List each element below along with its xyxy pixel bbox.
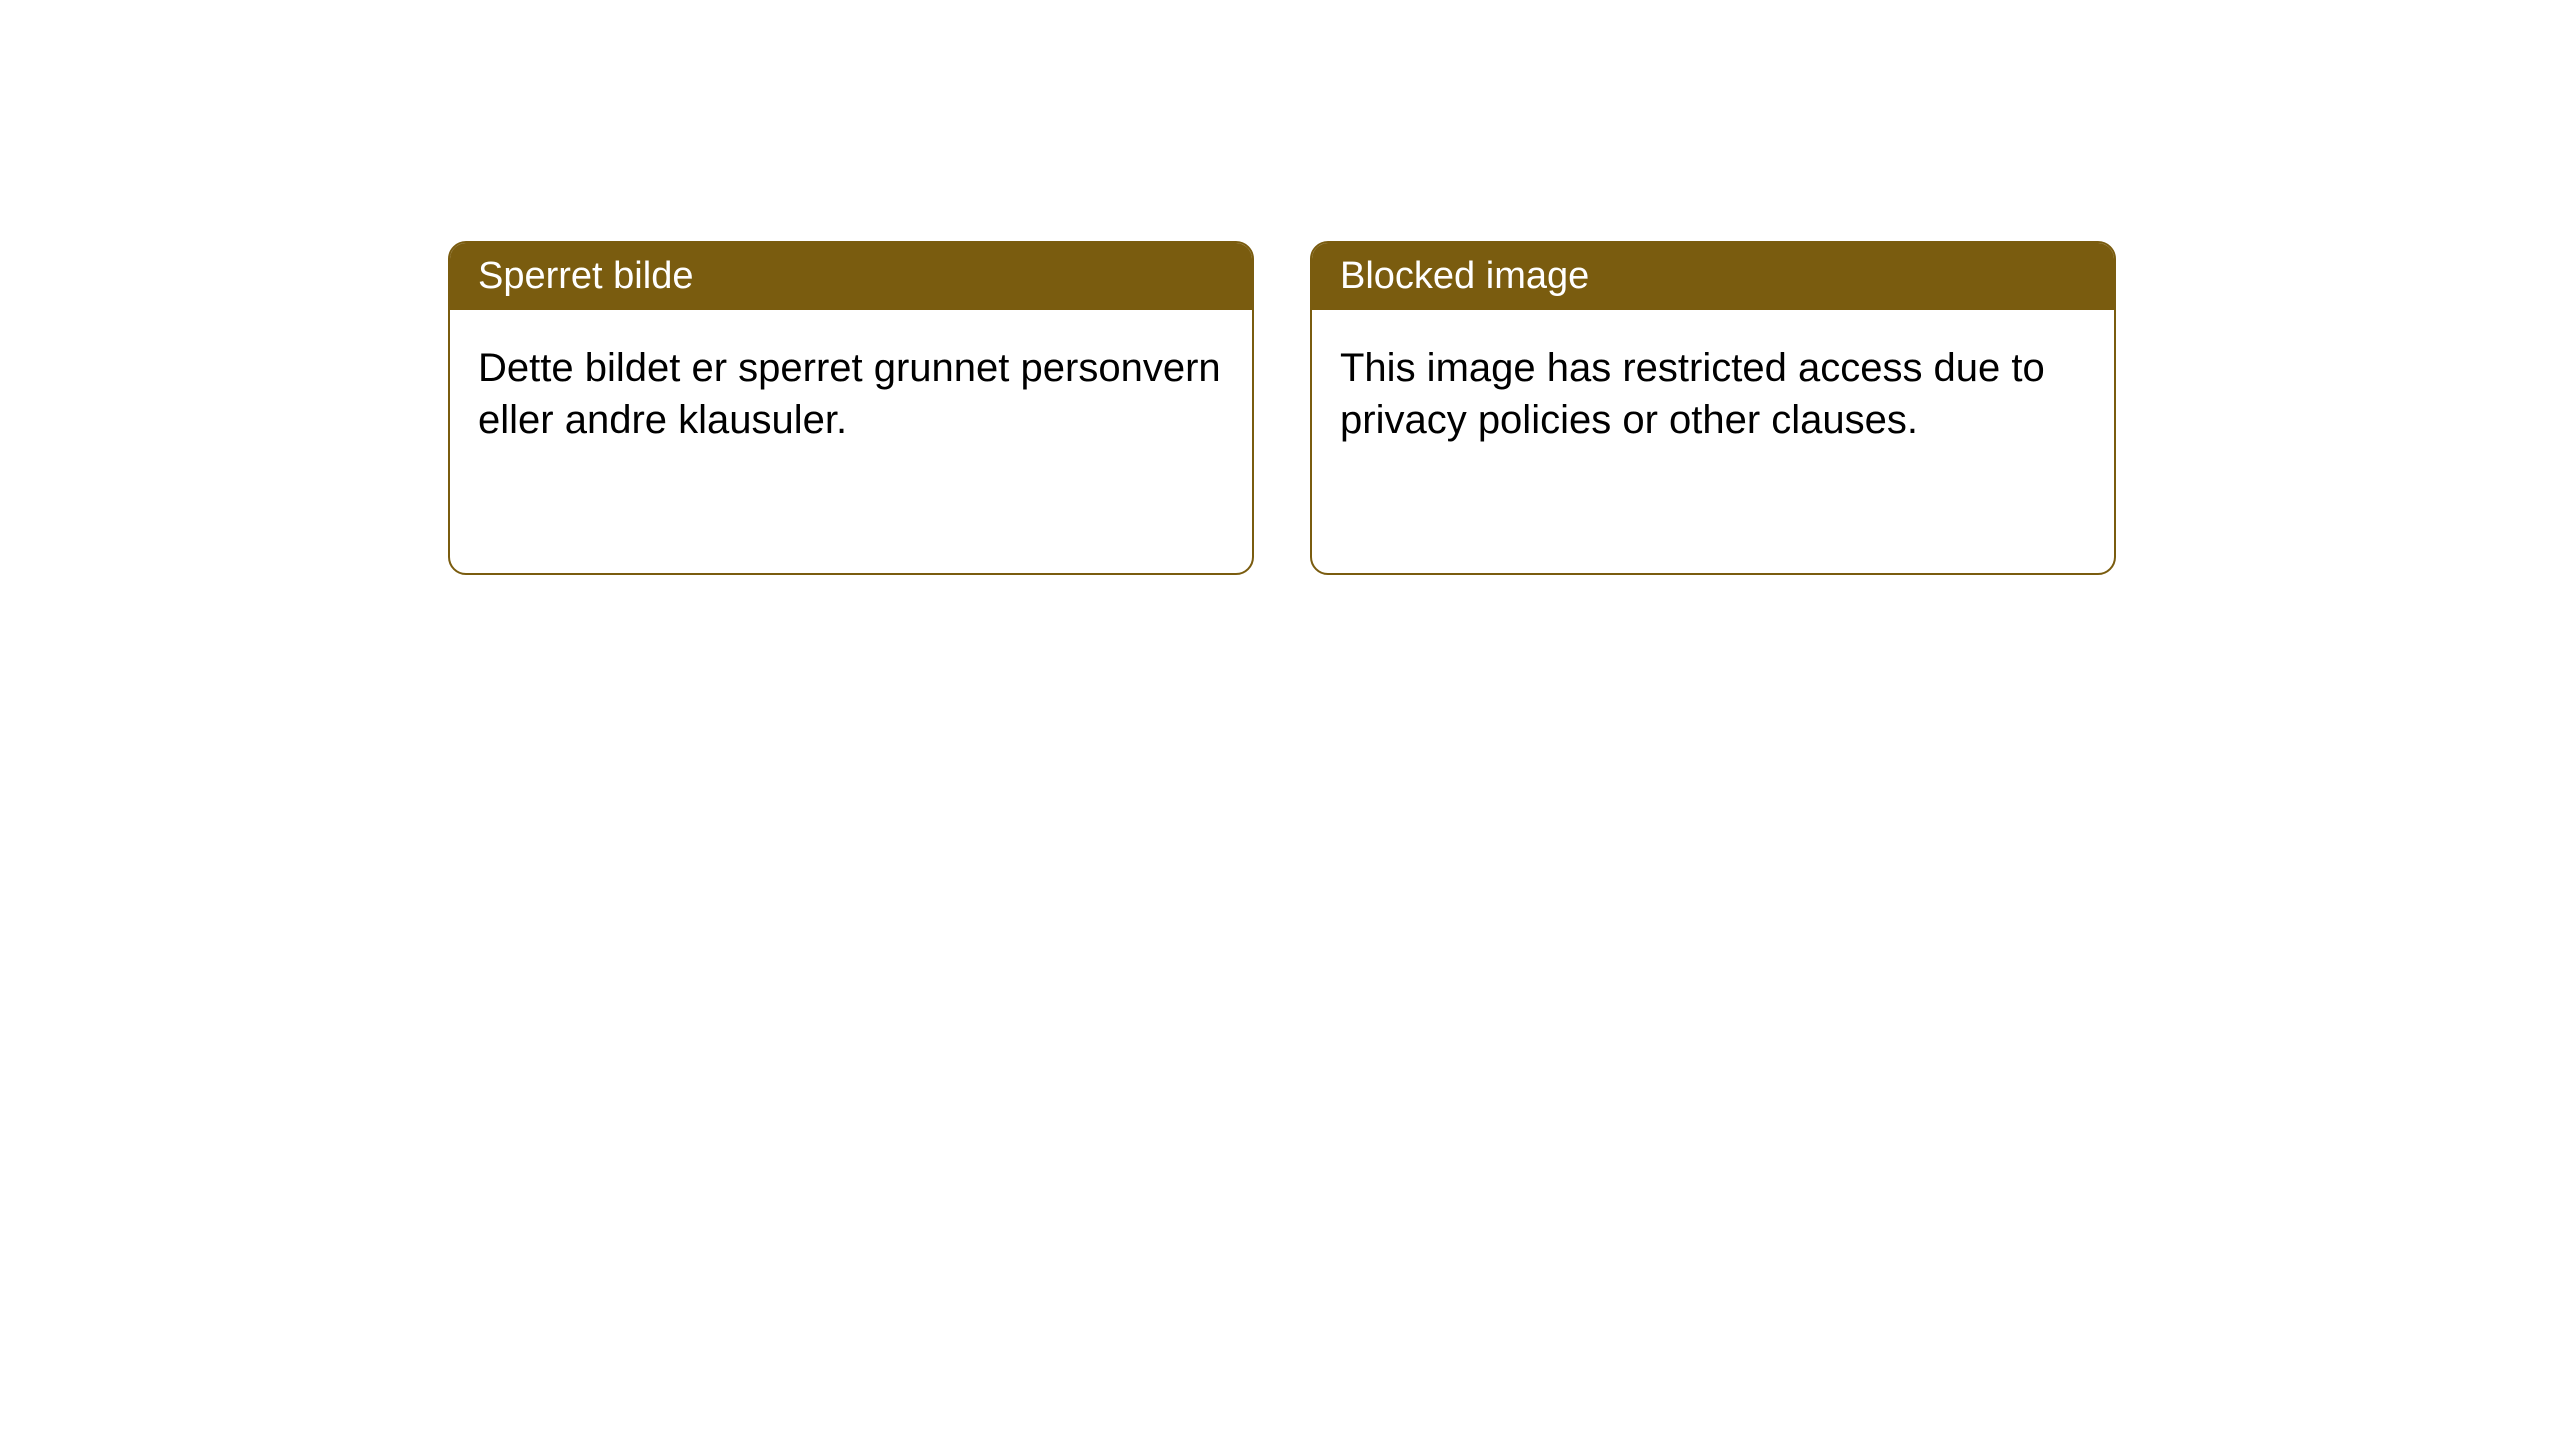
notice-message: Dette bildet er sperret grunnet personve… <box>450 310 1252 478</box>
notice-title: Blocked image <box>1312 243 2114 310</box>
notice-title: Sperret bilde <box>450 243 1252 310</box>
notice-card-norwegian: Sperret bilde Dette bildet er sperret gr… <box>448 241 1254 575</box>
notice-message: This image has restricted access due to … <box>1312 310 2114 478</box>
notice-card-english: Blocked image This image has restricted … <box>1310 241 2116 575</box>
notices-container: Sperret bilde Dette bildet er sperret gr… <box>0 0 2560 575</box>
